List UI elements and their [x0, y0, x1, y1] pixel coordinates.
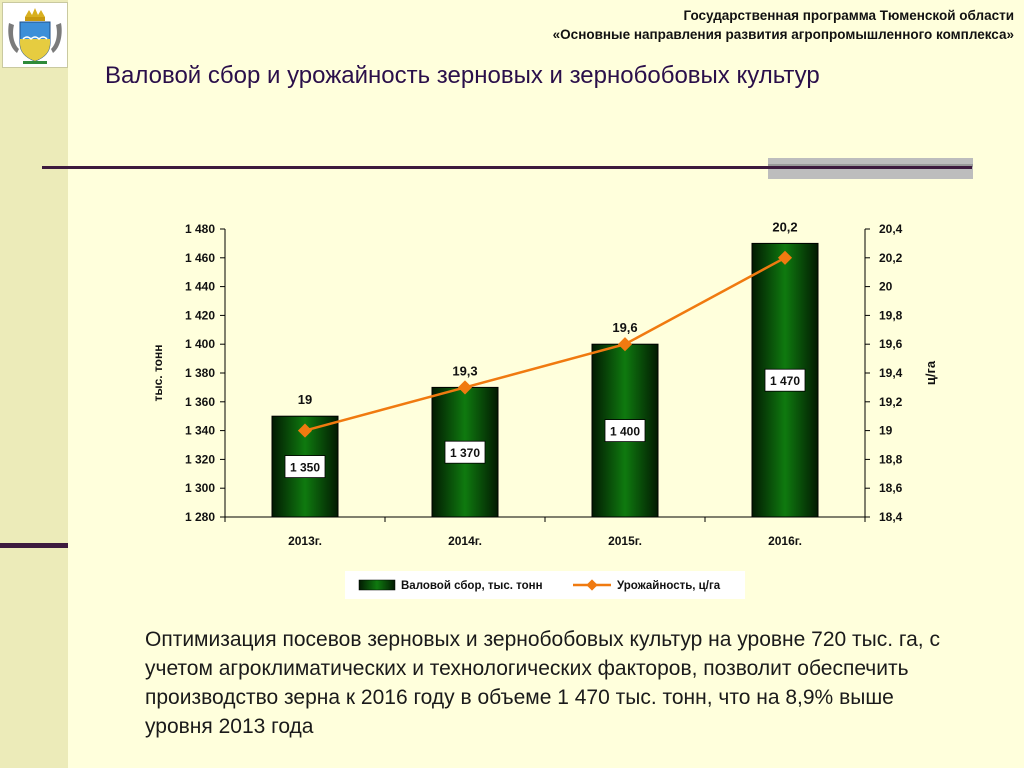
bar-data-label: 1 470 [770, 374, 800, 388]
program-header-line2: «Основные направления развития агропромы… [552, 27, 1014, 42]
right-y-tick-label: 18,8 [879, 452, 903, 466]
x-tick-label: 2013г. [288, 534, 322, 548]
left-y-tick-label: 1 320 [185, 452, 215, 466]
description-text: Оптимизация посевов зерновых и зернобобо… [145, 628, 940, 738]
coat-of-arms-emblem [2, 2, 68, 68]
x-tick-label: 2015г. [608, 534, 642, 548]
yield-point [617, 337, 633, 352]
right-y-tick-label: 20 [879, 280, 893, 294]
right-y-tick-label: 19,8 [879, 308, 903, 322]
bar-data-label-box [764, 368, 806, 392]
right-y-tick-label: 20,2 [879, 251, 903, 265]
right-y-axis-title: ц/га [923, 360, 938, 385]
yield-data-label: 19,3 [452, 363, 477, 378]
left-y-tick-label: 1 400 [185, 337, 215, 351]
left-y-tick-label: 1 460 [185, 251, 215, 265]
right-y-tick-label: 18,6 [879, 481, 903, 495]
yield-line [304, 256, 786, 432]
yield-data-label: 20,2 [772, 219, 797, 234]
bar-data-label: 1 370 [450, 446, 480, 460]
legend-box [345, 571, 745, 599]
title-divider-line [42, 166, 972, 169]
legend-bar-label: Валовой сбор, тыс. тонн [401, 580, 543, 592]
left-y-tick-label: 1 280 [185, 510, 215, 524]
yield-data-label: 19 [298, 392, 312, 407]
left-y-tick-label: 1 380 [185, 366, 215, 380]
left-y-tick-label: 1 360 [185, 395, 215, 409]
program-header: Государственная программа Тюменской обла… [553, 6, 1014, 44]
bar-data-label-box [284, 455, 326, 479]
left-y-tick-label: 1 480 [185, 222, 215, 236]
right-y-tick-label: 19,6 [879, 337, 903, 351]
yield-point [297, 423, 313, 438]
legend-bar-swatch [358, 579, 396, 591]
program-header-line1: Государственная программа Тюменской обла… [683, 8, 1014, 23]
right-y-tick-label: 18,4 [879, 510, 903, 524]
yield-point [457, 380, 473, 395]
left-y-tick-label: 1 340 [185, 424, 215, 438]
bar-data-label-box [444, 440, 486, 464]
right-y-tick-label: 19 [879, 424, 893, 438]
left-y-axis-title: тыс. тонн [151, 344, 165, 401]
yield-data-label: 19,6 [612, 320, 637, 335]
legend-line-label: Урожайность, ц/га [617, 580, 721, 592]
bar-data-label: 1 400 [610, 425, 640, 439]
left-y-tick-label: 1 300 [185, 481, 215, 495]
bar-data-label-box [604, 419, 646, 443]
right-y-tick-label: 20,4 [879, 222, 903, 236]
legend-line-marker [586, 579, 598, 591]
left-y-tick-label: 1 420 [185, 308, 215, 322]
right-y-tick-label: 19,4 [879, 366, 903, 380]
page-title: Валовой сбор и урожайность зерновых и зе… [105, 62, 820, 89]
bar-data-label: 1 350 [290, 461, 320, 475]
x-tick-label: 2014г. [448, 534, 482, 548]
x-tick-label: 2016г. [768, 534, 802, 548]
side-accent-line [0, 543, 68, 548]
right-y-tick-label: 19,2 [879, 395, 903, 409]
yield-point [777, 250, 793, 265]
left-y-tick-label: 1 440 [185, 280, 215, 294]
side-band [0, 0, 68, 768]
grain-harvest-chart: 1 280 1 300 1 320 1 340 1 360 1 380 1 400 1 420… [151, 219, 938, 599]
